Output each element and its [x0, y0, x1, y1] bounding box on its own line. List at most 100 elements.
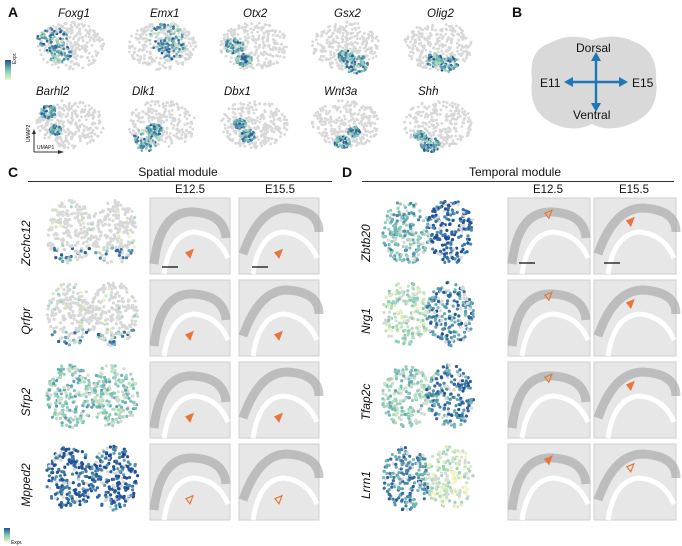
umap-expressing-point [62, 33, 65, 36]
umap-expressing-point [63, 52, 66, 55]
scatter-cell-point [50, 226, 54, 230]
scatter-cell-point [451, 209, 455, 213]
gene-label-emx1: Emx1 [150, 8, 180, 20]
umap-cell-point [88, 39, 92, 42]
scatter-cell-point [72, 285, 76, 290]
scatter-cell-point [54, 225, 58, 229]
umap-cell-point [133, 50, 136, 54]
umap-cell-point [147, 61, 150, 65]
scatter-cell-point [73, 331, 77, 335]
scatter-cell-point [69, 224, 73, 228]
scatter-cell-point [446, 213, 450, 217]
scatter-cell-point [114, 245, 118, 249]
umap-cell-point [44, 44, 48, 48]
scatter-cell-point [78, 205, 82, 209]
scatter-cell-point [73, 216, 77, 220]
scatter-cell-point [126, 231, 130, 235]
scatter-cell-point [130, 209, 134, 213]
scatter-cell-point [393, 226, 397, 230]
scatter-cell-point [441, 233, 445, 238]
umap-cell-point [141, 37, 145, 41]
umap-expressing-point [51, 45, 54, 48]
scatter-cell-point [100, 253, 104, 257]
umap-cell-point [180, 54, 184, 58]
umap-cell-point [148, 42, 152, 46]
scatter-cell-point [82, 229, 86, 234]
scatter-cell-point [117, 245, 121, 249]
umap-cell-point [133, 47, 137, 50]
scatter-cell-point [79, 290, 83, 294]
umap-cell-point [84, 28, 87, 32]
scatter-cell-point [389, 212, 393, 216]
umap-expressing-point [66, 57, 70, 61]
scatter-cell-point [82, 225, 86, 230]
scatter-cell-point [412, 258, 416, 262]
scatter-cell-point [438, 227, 442, 231]
scatter-cell-point [79, 227, 83, 231]
umap-cell-point [157, 68, 160, 71]
scatter-cell-point [409, 201, 413, 205]
scatter-cell-point [436, 215, 440, 219]
umap-expressing-point [61, 42, 64, 45]
scatter-cell-point [389, 208, 393, 212]
scatter-cell-point [443, 207, 448, 211]
umap-cell-point [91, 55, 94, 58]
umap-cell-point [77, 23, 81, 27]
umap-cell-point [77, 47, 81, 51]
umap-cell-point [66, 39, 69, 43]
scatter-cell-point [407, 260, 411, 264]
scatter-cell-point [448, 222, 452, 227]
scatter-cell-point [70, 212, 74, 216]
scatter-cell-point [418, 209, 422, 213]
scatter-cell-point [75, 203, 79, 207]
scatter-cell-point [459, 255, 463, 259]
scatter-cell-point [102, 246, 106, 250]
umap-expressing-point [38, 37, 41, 41]
umap-cell-point [150, 46, 154, 50]
scatter-cell-point [116, 201, 120, 205]
scatter-cell-point [66, 223, 70, 227]
scatter-cell-point [443, 215, 447, 219]
umap-cell-point [92, 29, 95, 33]
scatter-cell-point [54, 219, 58, 223]
scatter-cell-point [395, 219, 399, 223]
umap-cell-point [87, 63, 91, 67]
scatter-cell-point [72, 200, 76, 204]
scatter-cell-point [66, 305, 70, 309]
scatter-cell-point [428, 224, 432, 228]
umap-cell-point [99, 44, 103, 48]
scatter-cell-point [453, 257, 457, 261]
umap-cell-point [194, 44, 198, 48]
umap-cell-point [93, 31, 97, 35]
scatter-cell-point [400, 259, 404, 263]
umap-cell-point [184, 36, 187, 40]
scatter-cell-point [115, 237, 119, 241]
scatter-cell-point [464, 227, 469, 231]
scatter-cell-point [98, 251, 102, 255]
umap-cell-point [150, 58, 154, 62]
scatter-cell-point [61, 243, 65, 247]
scatter-cell-point [405, 223, 409, 227]
scatter-cell-point [399, 230, 403, 234]
umap-plot [36, 21, 106, 71]
scatter-cell-point [401, 245, 405, 249]
umap-cell-point [142, 57, 146, 60]
umap-expressing-point [60, 52, 63, 55]
umap-cell-point [176, 25, 180, 28]
scatter-cell-point [395, 251, 399, 255]
scatter-cell-point [387, 242, 391, 247]
scatter-cell-point [61, 259, 65, 263]
scatter-cell-point [382, 235, 386, 239]
gene-label-barhl2: Barhl2 [36, 86, 70, 98]
umap-cell-point [163, 32, 167, 35]
umap-cell-point [101, 38, 104, 42]
umap-cell-point [73, 51, 77, 55]
scatter-cell-point [101, 209, 105, 213]
scatter-cell-point [438, 205, 442, 209]
umap-expressing-point [62, 57, 66, 61]
scatter-cell-point [49, 244, 54, 248]
scatter-cell-point [406, 257, 410, 261]
scatter-cell-point [132, 224, 136, 228]
scatter-cell-point [133, 216, 137, 220]
scatter-cell-point [70, 321, 74, 325]
